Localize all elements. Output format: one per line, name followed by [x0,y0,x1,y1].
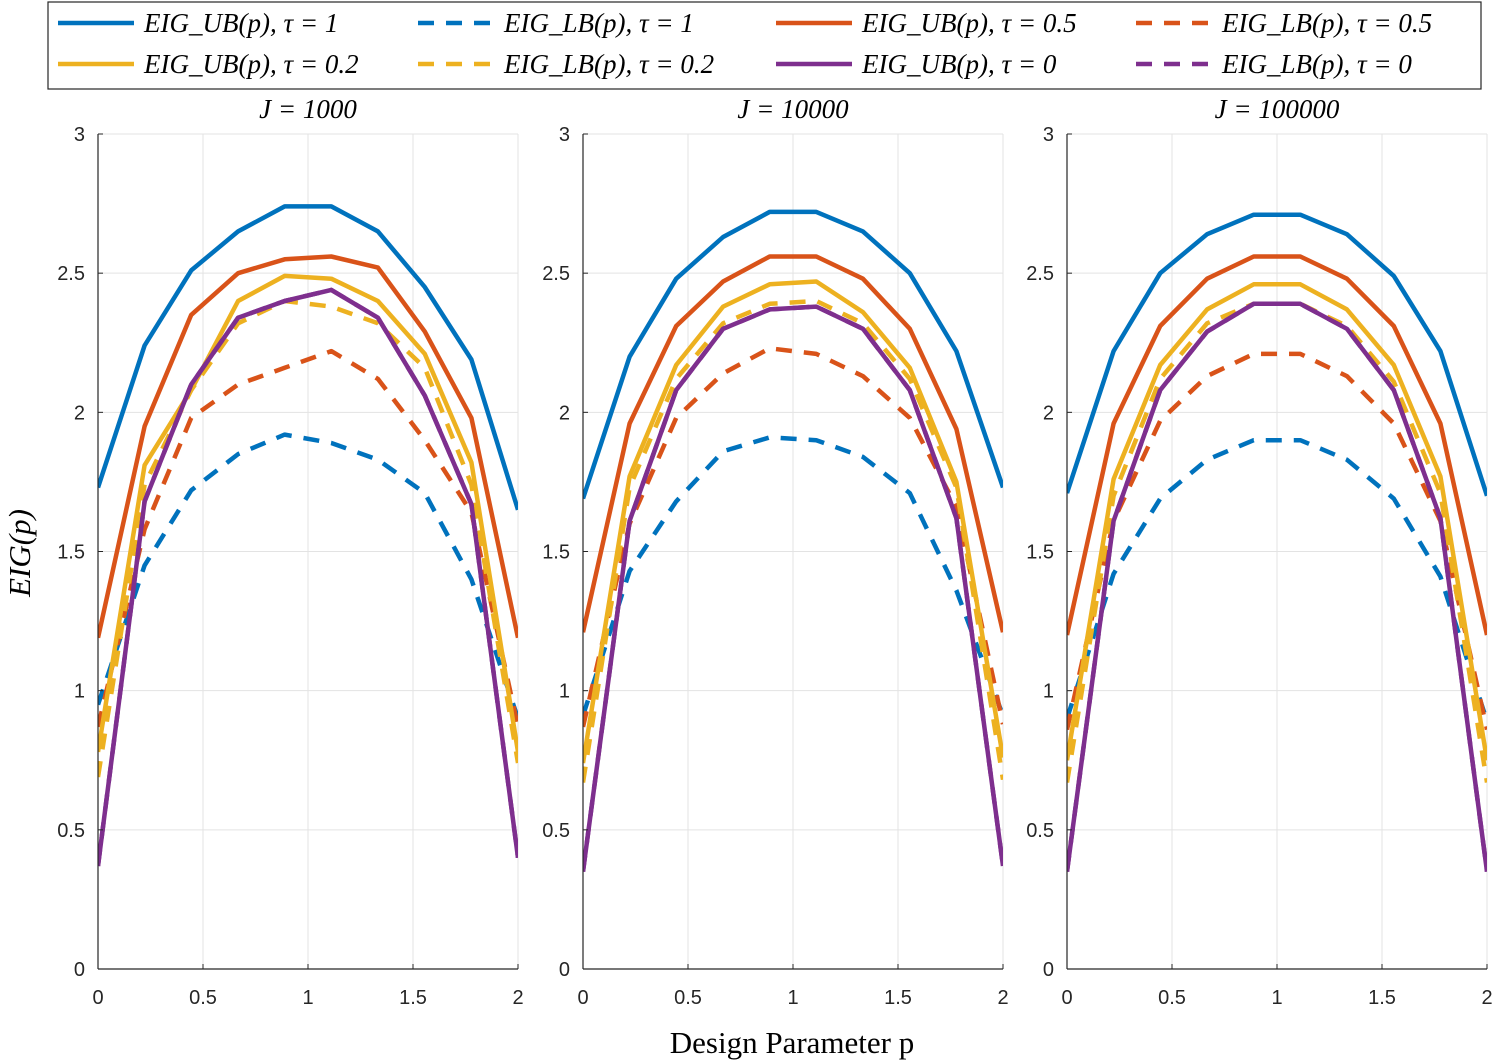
x-tick-label: 1.5 [1368,987,1396,1009]
x-tick-label: 2 [512,987,523,1009]
x-tick-label: 1.5 [884,987,912,1009]
y-tick-label: 0 [559,959,570,981]
y-tick-label: 1 [559,681,570,703]
x-tick-label: 1.5 [399,987,427,1009]
y-tick-label: 2.5 [57,263,85,285]
y-tick-label: 2.5 [1026,263,1054,285]
chart-panels: 0 0.5 1 1.5 200.511.522.53J = 10000 0.5 1 1.5 20… [57,94,1492,1009]
x-tick-label: 0.5 [1158,987,1186,1009]
y-tick-label: 1.5 [1026,542,1054,564]
legend-item-eig-lb-p-tau-0-2: EIG_LB(p), τ = 0.2 [418,49,714,79]
y-tick-label: 3 [559,124,570,146]
legend-label: EIG_UB(p), τ = 1 [143,8,338,38]
legend-item-eig-lb-p-tau-0: EIG_LB(p), τ = 0 [1136,49,1412,79]
x-tick-label: 0.5 [674,987,702,1009]
legend-item-eig-ub-p-tau-1: EIG_UB(p), τ = 1 [58,8,338,38]
x-tick-label: 0.5 [189,987,217,1009]
series-group [1067,212,1487,872]
y-tick-label: 1 [1043,681,1054,703]
y-tick-label: 0 [74,959,85,981]
series-eig-ub-p-tau-0-2 [98,273,518,753]
x-tick-label: 1 [787,987,798,1009]
legend-label: EIG_LB(p), τ = 0.2 [503,49,714,79]
y-tick-label: 0.5 [1026,820,1054,842]
y-tick-label: 2 [74,402,85,424]
panel-title: J = 10000 [737,94,849,124]
series-eig-lb-p-tau-0-5 [98,348,518,728]
y-tick-label: 1.5 [542,542,570,564]
x-tick-label: 1 [1271,987,1282,1009]
series-eig-ub-p-tau-1 [583,209,1003,500]
y-tick-label: 3 [1043,124,1054,146]
series-eig-ub-p-tau-0-5 [583,254,1003,633]
series-eig-lb-p-tau-0-2 [583,298,1003,783]
series-group [583,209,1003,872]
series-group [98,204,518,867]
series-eig-lb-p-tau-0 [583,304,1003,872]
x-tick-label: 2 [1481,987,1492,1009]
series-eig-lb-p-tau-1 [1067,437,1487,722]
x-tick-label: 2 [997,987,1008,1009]
y-tick-label: 1 [74,681,85,703]
legend-label: EIG_LB(p), τ = 0.5 [1221,8,1432,38]
legend-label: EIG_UB(p), τ = 0 [861,49,1057,79]
series-eig-lb-p-tau-1 [583,435,1003,717]
legend-item-eig-ub-p-tau-0: EIG_UB(p), τ = 0 [776,49,1057,79]
x-tick-label: 1 [302,987,313,1009]
y-tick-label: 2 [1043,402,1054,424]
series-eig-lb-p-tau-0-5 [583,346,1003,728]
y-tick-label: 2.5 [542,263,570,285]
legend-box [47,1,1482,90]
y-tick-label: 2 [559,402,570,424]
x-axis-label: Design Parameter p [670,1025,914,1060]
legend-label: EIG_LB(p), τ = 1 [503,8,694,38]
series-eig-lb-p-tau-0 [1067,301,1487,872]
x-tick-label: 0 [577,987,588,1009]
series-eig-lb-p-tau-1 [98,432,518,720]
y-tick-label: 0.5 [542,820,570,842]
panel-title: J = 100000 [1215,94,1340,124]
series-eig-ub-p-tau-0-2 [1067,282,1487,761]
legend: EIG_UB(p), τ = 1 EIG_LB(p), τ = 1 EIG_UB(p… [47,1,1482,90]
legend-item-eig-ub-p-tau-0-2: EIG_UB(p), τ = 0.2 [58,49,359,79]
series-eig-ub-p-tau-0-2 [583,279,1003,764]
y-tick-label: 0 [1043,959,1054,981]
series-eig-lb-p-tau-0 [98,287,518,867]
panel-3: 0 0.5 1 1.5 2 0 0.5 1 1.5 2 2.5 3 J = 100000 [1026,94,1492,1009]
legend-item-eig-ub-p-tau-0-5: EIG_UB(p), τ = 0.5 [776,8,1077,38]
legend-item-eig-lb-p-tau-1: EIG_LB(p), τ = 1 [418,8,694,38]
panel-1: 0 0.5 1 1.5 2 0 0.5 1 1.5 2 2.5 3 J = 1000 [57,94,523,1009]
y-axis-label: EIG(p) [2,509,37,598]
series-eig-ub-p-tau-0-5 [98,254,518,639]
panel-title: J = 1000 [259,94,357,124]
series-eig-ub-p-tau-1 [1067,212,1487,497]
y-tick-label: 3 [74,124,85,146]
series-eig-lb-p-tau-0-5 [1067,351,1487,731]
legend-label: EIG_LB(p), τ = 0 [1221,49,1412,79]
y-tick-label: 1.5 [57,542,85,564]
legend-item-eig-lb-p-tau-0-5: EIG_LB(p), τ = 0.5 [1136,8,1432,38]
series-eig-ub-p-tau-0-5 [1067,254,1487,636]
legend-label: EIG_UB(p), τ = 0.5 [861,8,1077,38]
legend-label: EIG_UB(p), τ = 0.2 [143,49,359,79]
series-eig-ub-p-tau-1 [98,204,518,511]
panel-2: 0 0.5 1 1.5 2 0 0.5 1 1.5 2 2.5 3 J = 10000 [542,94,1008,1009]
x-tick-label: 0 [92,987,103,1009]
y-tick-label: 0.5 [57,820,85,842]
x-tick-label: 0 [1061,987,1072,1009]
